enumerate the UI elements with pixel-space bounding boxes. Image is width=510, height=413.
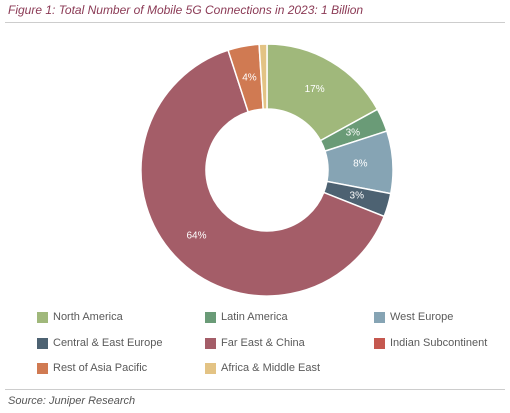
bottom-divider [5, 389, 505, 390]
slice-label-rest-of-asia-pacific: 4% [242, 73, 257, 84]
slice-far-east-and-china [140, 49, 386, 297]
slice-africa-and-middle-east [258, 43, 268, 110]
slice-label-north-america: 17% [305, 84, 325, 95]
slice-label-far-east-and-china: 64% [186, 231, 206, 242]
source-note: Source: Juniper Research [8, 395, 136, 407]
slice-label-latin-america: 3% [346, 127, 361, 138]
figure-title: Figure 1: Total Number of Mobile 5G Conn… [8, 3, 364, 17]
title-divider [5, 22, 505, 23]
slice-label-central-and-east-europe: 3% [350, 191, 365, 202]
slice-label-west-europe: 8% [353, 159, 368, 170]
